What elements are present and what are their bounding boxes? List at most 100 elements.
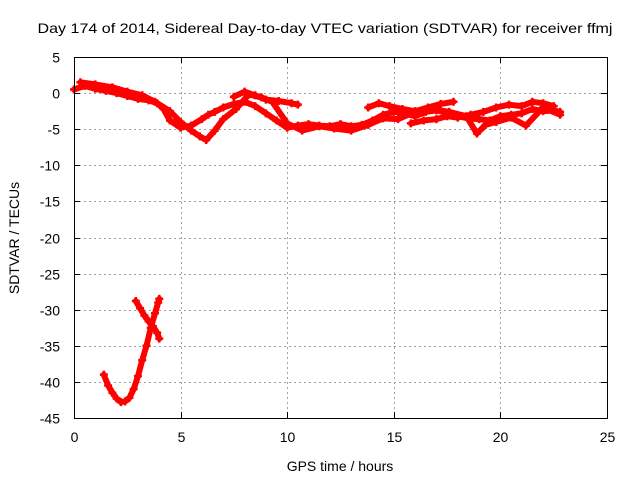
- data-point: [112, 394, 121, 403]
- x-axis-tick-labels: 0 5 10 15 20 25: [71, 429, 616, 445]
- chart-title: Day 174 of 2014, Sidereal Day-to-day VTE…: [38, 20, 613, 36]
- data-point: [549, 102, 558, 111]
- data-point: [330, 124, 339, 133]
- data-point: [272, 116, 281, 125]
- data-point: [481, 120, 490, 129]
- y-tick-label: 5: [52, 50, 60, 66]
- data-point: [108, 83, 117, 92]
- data-point: [521, 121, 530, 130]
- y-tick-label: -5: [48, 122, 61, 138]
- data-point: [556, 110, 565, 119]
- data-point: [287, 99, 296, 108]
- x-tick-label: 5: [178, 429, 186, 445]
- data-point: [251, 102, 260, 111]
- data-point: [261, 109, 270, 118]
- data-point: [419, 116, 428, 125]
- data-point: [406, 119, 415, 128]
- data-point: [443, 112, 452, 121]
- data-point: [76, 78, 85, 87]
- data-point: [261, 95, 270, 104]
- series-track-7: [131, 297, 164, 343]
- data-point: [385, 102, 394, 111]
- y-tick-label: -40: [40, 375, 60, 391]
- x-tick-label: 25: [600, 429, 616, 445]
- data-point: [165, 116, 174, 125]
- data-point: [187, 126, 196, 135]
- data-point: [347, 126, 356, 135]
- series-track-6: [99, 294, 164, 407]
- data-point: [204, 110, 213, 119]
- series-track-5: [406, 97, 558, 128]
- data-point: [453, 113, 462, 122]
- y-tick-label: -20: [40, 231, 60, 247]
- data-point: [364, 103, 373, 112]
- data-point: [142, 341, 151, 350]
- data-point: [528, 97, 537, 106]
- data-point: [379, 114, 388, 123]
- x-tick-label: 10: [280, 429, 296, 445]
- y-tick-label: -15: [40, 194, 60, 210]
- y-tick-label: 0: [52, 86, 60, 102]
- data-point: [436, 99, 445, 108]
- data-point: [155, 334, 164, 343]
- data-point: [129, 385, 138, 394]
- data-point: [219, 103, 228, 112]
- data-point: [449, 97, 458, 106]
- data-series: [70, 78, 565, 407]
- data-point: [144, 317, 153, 326]
- data-point: [293, 100, 302, 109]
- x-axis-label: GPS time / hours: [287, 458, 394, 474]
- data-point: [432, 115, 441, 124]
- x-tick-label: 0: [71, 429, 79, 445]
- data-point: [138, 91, 147, 100]
- data-point: [219, 115, 228, 124]
- data-point: [472, 129, 481, 138]
- data-point: [517, 102, 526, 111]
- data-point: [148, 322, 157, 331]
- y-tick-label: -30: [40, 303, 60, 319]
- data-point: [104, 381, 113, 390]
- data-point: [504, 100, 513, 109]
- data-point: [411, 107, 420, 116]
- data-point: [133, 372, 142, 381]
- data-point: [99, 370, 108, 379]
- data-point: [475, 115, 484, 124]
- data-point: [202, 136, 211, 145]
- data-point: [210, 107, 219, 116]
- data-point: [251, 91, 260, 100]
- data-point: [398, 104, 407, 113]
- y-axis-label: SDTVAR / TECUs: [6, 182, 22, 294]
- data-point: [165, 107, 174, 116]
- series-track-4: [364, 97, 458, 116]
- data-point: [394, 115, 403, 124]
- y-tick-label: -25: [40, 267, 60, 283]
- data-point: [479, 107, 488, 116]
- data-point: [466, 110, 475, 119]
- data-point: [374, 99, 383, 108]
- data-point: [125, 393, 134, 402]
- data-point: [197, 115, 206, 124]
- data-point: [283, 119, 292, 128]
- y-tick-label: -10: [40, 158, 60, 174]
- axis-ticks: [74, 57, 608, 419]
- series-line: [77, 79, 564, 143]
- data-point: [138, 356, 147, 365]
- x-tick-label: 15: [387, 429, 403, 445]
- data-point: [153, 328, 162, 337]
- data-point: [151, 309, 160, 318]
- data-point: [176, 117, 185, 126]
- y-tick-label: -45: [40, 411, 60, 427]
- data-point: [91, 80, 100, 89]
- data-point: [108, 388, 117, 397]
- data-point: [136, 304, 145, 313]
- data-point: [151, 97, 160, 106]
- y-tick-label: -35: [40, 339, 60, 355]
- data-point: [195, 132, 204, 141]
- data-point: [364, 120, 373, 129]
- data-point: [492, 117, 501, 126]
- data-point: [517, 109, 526, 118]
- data-point: [315, 122, 324, 131]
- series-track-3: [229, 87, 302, 109]
- data-point: [240, 87, 249, 96]
